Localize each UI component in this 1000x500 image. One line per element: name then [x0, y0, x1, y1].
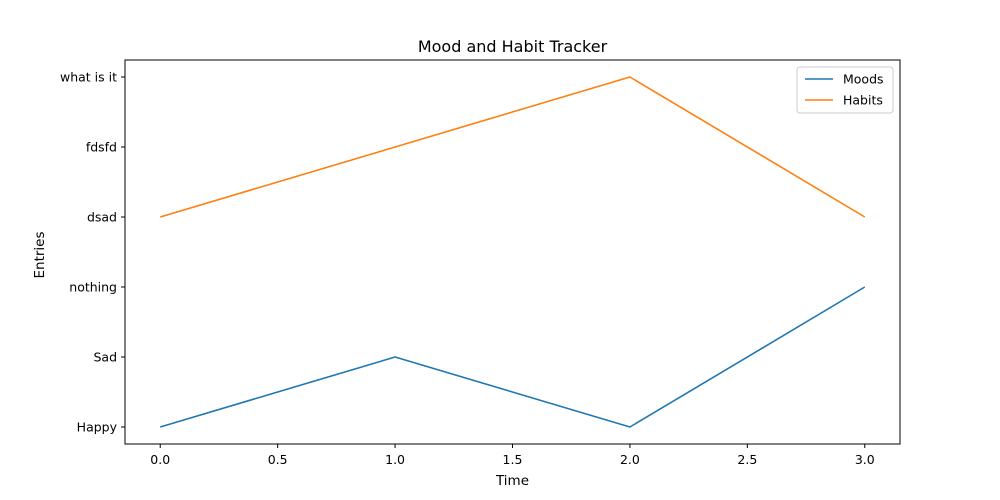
x-tick-label: 1.0: [385, 452, 405, 467]
x-tick-label: 0.0: [150, 452, 170, 467]
series-line-moods: [159, 286, 866, 428]
y-tick-label: Happy: [77, 420, 118, 435]
y-tick-label: Sad: [93, 350, 117, 365]
y-tick-label: fdsfd: [86, 140, 117, 155]
x-tick-label: 3.0: [855, 452, 875, 467]
y-tick-label: what is it: [60, 70, 117, 85]
chart-title: Mood and Habit Tracker: [418, 37, 608, 56]
y-axis-title: Entries: [32, 231, 48, 278]
x-axis-title: Time: [495, 473, 529, 489]
series-line-habits: [159, 76, 866, 218]
plot-area: [124, 59, 901, 445]
legend-label-moods: Moods: [843, 72, 884, 87]
x-axis: 0.0 0.5 1.0 1.5 2.0 2.5 3.0: [150, 444, 875, 467]
y-axis: Happy Sad nothing dsad fdsfd what is it: [60, 70, 125, 435]
x-tick-label: 0.5: [268, 452, 288, 467]
y-tick-label: nothing: [69, 280, 117, 295]
x-tick-label: 2.5: [737, 452, 757, 467]
series-layer: [159, 76, 866, 428]
x-tick-label: 2.0: [620, 452, 640, 467]
y-tick-label: dsad: [87, 210, 117, 225]
plot-frame: [124, 59, 901, 445]
x-tick-label: 1.5: [503, 452, 523, 467]
legend-label-habits: Habits: [843, 93, 883, 108]
legend: Moods Habits: [796, 66, 894, 114]
